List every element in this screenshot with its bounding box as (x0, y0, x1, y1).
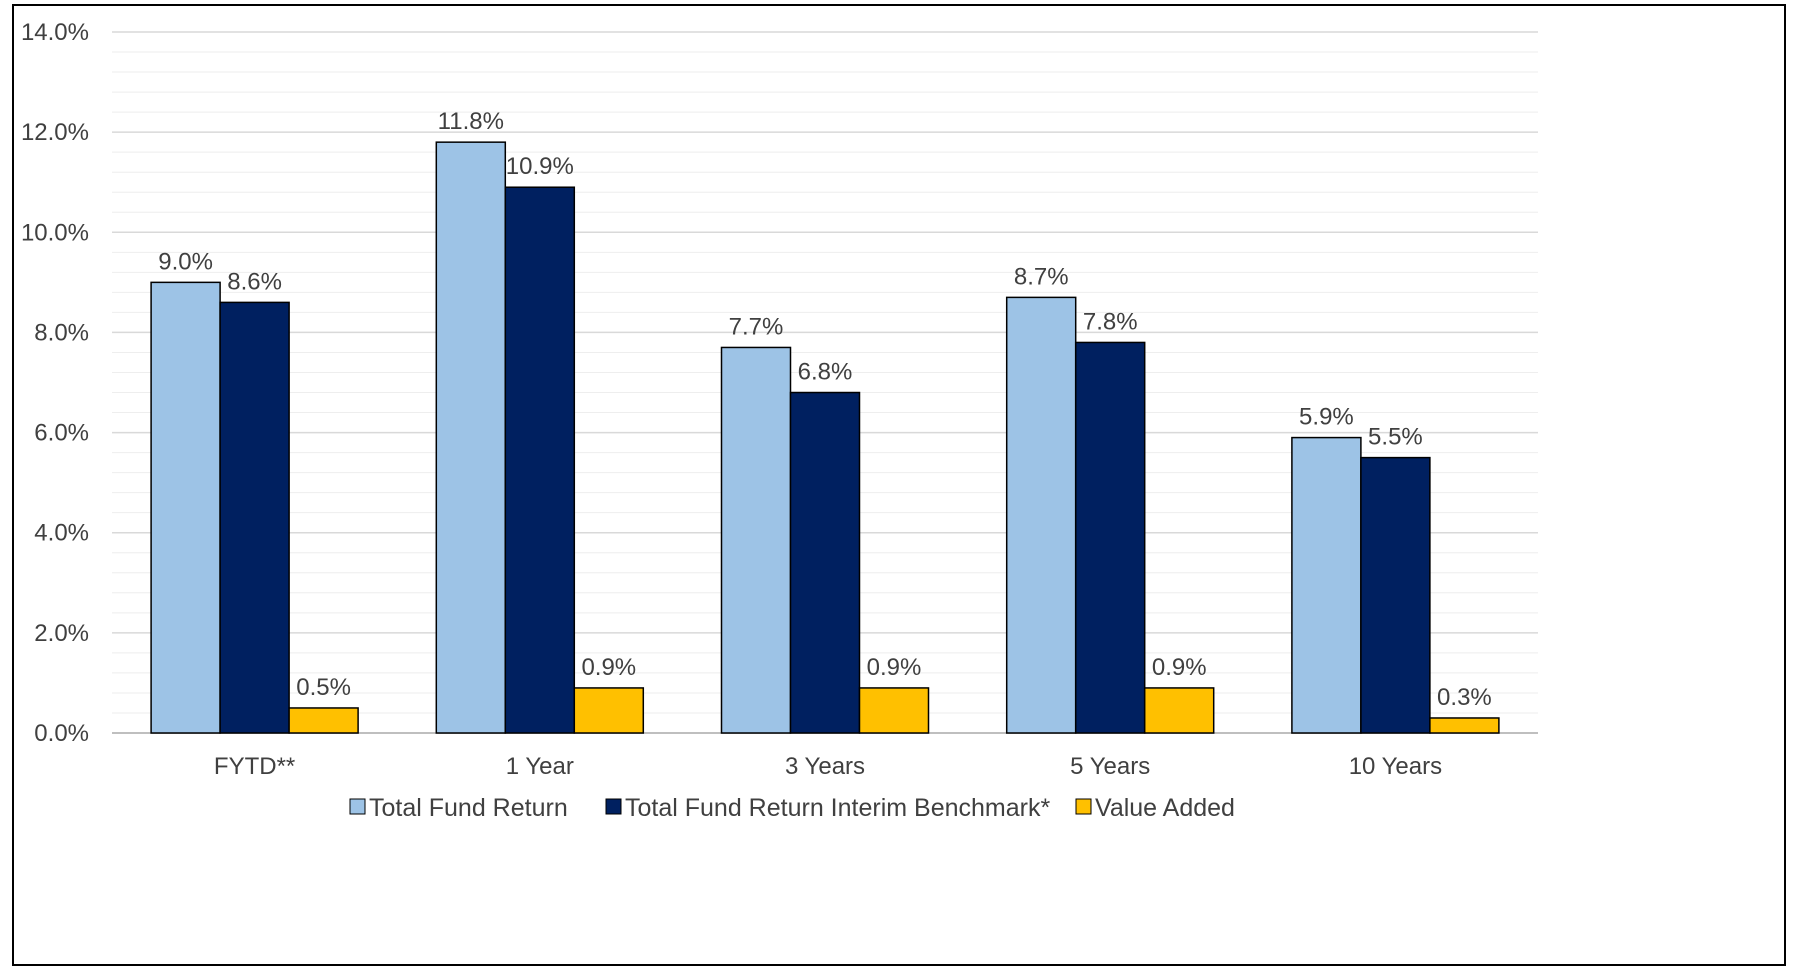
data-label: 5.9% (1299, 404, 1354, 431)
bar-chart: 0.0% 2.0% 4.0% 6.0% 8.0% 10.0% 12.0% 14.0% 9.0%… (21, 19, 1538, 822)
bar-value-added (573, 687, 645, 734)
y-tick-label: 2.0% (34, 620, 89, 647)
y-tick-label: 4.0% (34, 520, 89, 547)
data-label: 11.8% (438, 108, 504, 135)
bar-interim-benchmark (219, 301, 290, 734)
y-tick-label: 10.0% (21, 219, 89, 246)
bar-total-fund-return (1005, 296, 1077, 734)
x-category-label: 3 Years (785, 753, 865, 780)
legend-swatch (605, 798, 622, 815)
legend-swatch (349, 798, 366, 815)
data-label: 7.8% (1083, 308, 1138, 335)
x-category-label: 1 Year (506, 753, 574, 780)
chart-frame: 0.0% 2.0% 4.0% 6.0% 8.0% 10.0% 12.0% 14.0% 9.0%… (12, 4, 1786, 966)
y-tick-label: 8.0% (34, 319, 89, 346)
legend-label: Total Fund Return (369, 794, 568, 822)
bar-interim-benchmark (1074, 341, 1146, 734)
bar-total-fund-return (435, 141, 507, 734)
x-category-label: 10 Years (1349, 753, 1442, 780)
data-label: 0.9% (867, 654, 922, 681)
x-category-label: FYTD** (214, 753, 295, 780)
bar-value-added (288, 707, 359, 734)
data-label: 8.7% (1014, 263, 1069, 290)
bar-interim-benchmark (789, 391, 861, 734)
bar-value-added (858, 687, 930, 734)
data-labels: 9.0% 8.6% 0.5% 11.8%10.9% 0.9% 7.7% 6.8% 0.9% 8.… (158, 108, 1492, 711)
y-axis-tick-labels: 0.0% 2.0% 4.0% 6.0% 8.0% 10.0% 12.0% 14.0% (21, 19, 89, 747)
data-label: 6.8% (798, 359, 853, 386)
data-label: 5.5% (1368, 424, 1423, 451)
legend-swatch (1075, 798, 1092, 815)
data-label: 0.9% (581, 654, 636, 681)
data-label: 0.3% (1437, 684, 1492, 711)
y-tick-label: 6.0% (34, 420, 89, 447)
legend-label: Total Fund Return Interim Benchmark* (625, 794, 1050, 822)
x-category-label: 5 Years (1070, 753, 1150, 780)
data-label: 8.6% (227, 268, 282, 295)
data-label: 9.0% (158, 248, 213, 275)
y-tick-label: 12.0% (21, 119, 89, 146)
bars (150, 141, 1500, 734)
bar-value-added (1143, 687, 1215, 734)
data-label: 0.5% (296, 674, 351, 701)
legend: Total Fund Return Total Fund Return Inter… (349, 794, 1235, 822)
data-label: 10.9% (506, 153, 574, 180)
data-label: 7.7% (729, 313, 784, 340)
bar-total-fund-return (720, 346, 792, 734)
data-label: 0.9% (1152, 654, 1207, 681)
bar-interim-benchmark (504, 186, 576, 734)
bar-total-fund-return (1291, 436, 1362, 734)
y-tick-label: 14.0% (21, 19, 89, 46)
legend-label: Value Added (1095, 794, 1235, 822)
bar-interim-benchmark (1360, 456, 1431, 734)
bar-total-fund-return (150, 281, 221, 734)
x-axis-category-labels: FYTD** 1 Year 3 Years 5 Years 10 Years (214, 753, 1442, 780)
bar-value-added (1429, 717, 1500, 734)
y-tick-label: 0.0% (34, 720, 89, 747)
